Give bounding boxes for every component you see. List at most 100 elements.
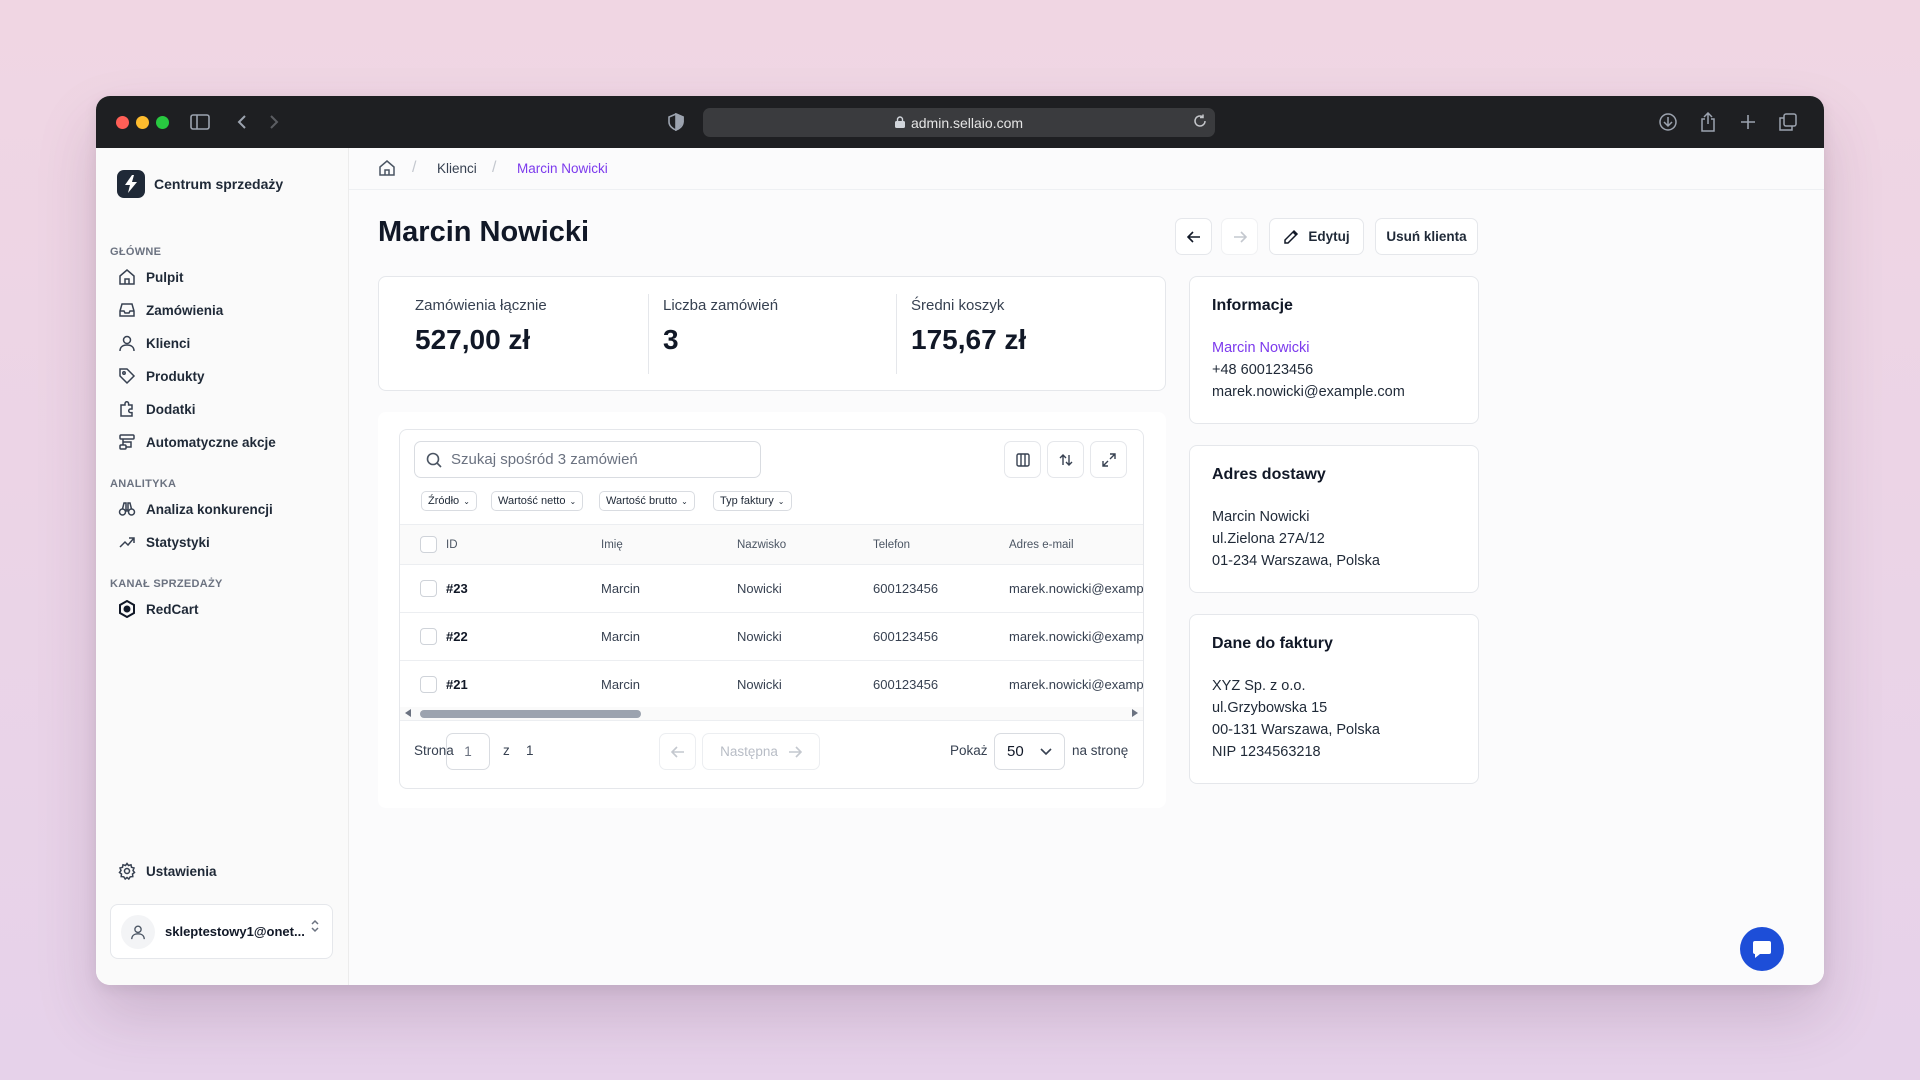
horizontal-scrollbar[interactable] <box>400 707 1143 720</box>
column-header-email[interactable]: Adres e-mail <box>1009 539 1074 551</box>
chevron-down-icon: ⌄ <box>681 496 688 506</box>
breadcrumb-separator: / <box>412 159 417 176</box>
sidebar-item-label: Automatyczne akcje <box>146 434 276 450</box>
sidebar-item-statystyki[interactable]: Statystyki <box>118 533 210 551</box>
brand-name: Centrum sprzedaży <box>154 176 284 192</box>
new-tab-icon[interactable] <box>1736 110 1760 134</box>
per-page-select[interactable]: 50 <box>994 733 1065 770</box>
sidebar-item-klienci[interactable]: Klienci <box>118 334 190 352</box>
binoculars-icon <box>118 502 136 516</box>
filter-chip-label: Źródło <box>428 495 460 507</box>
home-icon[interactable] <box>378 159 396 180</box>
brand[interactable]: Centrum sprzedaży <box>117 170 283 198</box>
order-id[interactable]: #22 <box>446 629 468 644</box>
last-name-cell: Nowicki <box>737 629 782 644</box>
arrow-left-icon <box>1186 230 1200 243</box>
filter-chip-wartosc-brutto[interactable]: Wartość brutto ⌄ <box>599 491 695 511</box>
sidebar-item-produkty[interactable]: Produkty <box>118 367 205 385</box>
table-row[interactable]: #23 Marcin Nowicki 600123456 marek.nowic… <box>400 565 1143 613</box>
forward-arrow-icon[interactable] <box>262 110 286 134</box>
email-cell: marek.nowicki@example.com <box>1009 581 1144 596</box>
pagination: Strona 1 z 1 Następna Pokaż 50 <box>400 720 1143 788</box>
sidebar-item-pulpit[interactable]: Pulpit <box>118 268 184 286</box>
table-row[interactable]: #21 Marcin Nowicki 600123456 marek.nowic… <box>400 661 1143 709</box>
order-id[interactable]: #21 <box>446 677 468 692</box>
row-checkbox[interactable] <box>420 580 437 597</box>
sidebar-item-analiza-konkurencji[interactable]: Analiza konkurencji <box>118 500 273 518</box>
columns-icon <box>1015 452 1030 467</box>
scroll-right-arrow-icon[interactable] <box>1132 709 1138 717</box>
minimize-window-button[interactable] <box>136 116 149 129</box>
sidebar-item-label: Klienci <box>146 335 191 351</box>
row-checkbox[interactable] <box>420 628 437 645</box>
filter-chip-wartosc-netto[interactable]: Wartość netto ⌄ <box>491 491 584 511</box>
section-label-main: GŁÓWNE <box>110 246 162 258</box>
invoice-nip: NIP 1234563218 <box>1212 744 1321 760</box>
first-name-cell: Marcin <box>601 677 641 692</box>
sidebar-item-automatyczne-akcje[interactable]: Automatyczne akcje <box>118 433 276 451</box>
privacy-shield-icon[interactable] <box>664 110 688 134</box>
browser-titlebar: admin.sellaio.com <box>96 96 1824 148</box>
sidebar: Centrum sprzedaży GŁÓWNE Pulpit Zamówien… <box>96 148 349 985</box>
column-header-phone[interactable]: Telefon <box>873 539 911 551</box>
breadcrumb-link-klienci[interactable]: Klienci <box>437 161 477 176</box>
delete-customer-button[interactable]: Usuń klienta <box>1375 218 1478 255</box>
page-number-input[interactable]: 1 <box>446 733 490 770</box>
next-customer-button[interactable] <box>1221 218 1258 255</box>
workflow-icon <box>119 434 135 450</box>
sidebar-toggle-icon[interactable] <box>188 110 212 134</box>
customer-name-link[interactable]: Marcin Nowicki <box>1212 340 1310 356</box>
account-switcher[interactable]: skleptestowy1@onet... <box>110 904 333 959</box>
search-placeholder: Szukaj spośród 3 zamówień <box>451 451 638 468</box>
sidebar-item-label: Zamówienia <box>146 302 224 318</box>
sidebar-item-ustawienia[interactable]: Ustawienia <box>118 862 217 880</box>
download-icon[interactable] <box>1656 110 1680 134</box>
fullscreen-button[interactable] <box>1090 441 1127 478</box>
column-header-first-name[interactable]: Imię <box>601 539 623 551</box>
divider <box>648 294 649 374</box>
filter-chip-typ-faktury[interactable]: Typ faktury ⌄ <box>713 491 792 511</box>
reload-icon[interactable] <box>1193 114 1207 131</box>
previous-customer-button[interactable] <box>1175 218 1212 255</box>
scrollbar-thumb[interactable] <box>420 710 641 718</box>
sidebar-item-label: Ustawienia <box>146 863 217 879</box>
stat-value: 527,00 zł <box>415 324 531 355</box>
invoice-card: Dane do faktury XYZ Sp. z o.o. ul.Grzybo… <box>1189 614 1479 784</box>
stat-label: Zamówienia łącznie <box>415 297 547 314</box>
url-bar[interactable]: admin.sellaio.com <box>703 108 1215 137</box>
chevron-down-icon <box>1040 748 1052 756</box>
filter-chip-zrodlo[interactable]: Źródło ⌄ <box>421 491 477 511</box>
section-label-analytics: ANALITYKA <box>110 478 177 490</box>
browser-window: admin.sellaio.com Centrum sprzedaży GŁÓW… <box>96 96 1824 985</box>
shipping-city: 01-234 Warszawa, Polska <box>1212 553 1380 569</box>
tabs-overview-icon[interactable] <box>1776 110 1800 134</box>
back-arrow-icon[interactable] <box>230 110 254 134</box>
chat-button[interactable] <box>1740 927 1784 971</box>
column-header-id[interactable]: ID <box>446 539 458 551</box>
next-page-label: Następna <box>720 744 778 759</box>
filter-chip-label: Wartość netto <box>498 495 566 507</box>
tag-icon <box>119 368 136 385</box>
table-row[interactable]: #22 Marcin Nowicki 600123456 marek.nowic… <box>400 613 1143 661</box>
previous-page-button[interactable] <box>659 733 696 770</box>
select-all-checkbox[interactable] <box>420 536 437 553</box>
sidebar-item-dodatki[interactable]: Dodatki <box>118 400 196 418</box>
edit-button[interactable]: Edytuj <box>1269 218 1364 255</box>
share-icon[interactable] <box>1696 110 1720 134</box>
scroll-left-arrow-icon[interactable] <box>405 709 411 717</box>
maximize-window-button[interactable] <box>156 116 169 129</box>
chevron-down-icon: ⌄ <box>463 496 470 506</box>
orders-search-input[interactable]: Szukaj spośród 3 zamówień <box>414 441 761 478</box>
sidebar-item-redcart[interactable]: RedCart <box>118 600 199 618</box>
next-page-button[interactable]: Następna <box>702 733 820 770</box>
order-id[interactable]: #23 <box>446 581 468 596</box>
customer-phone: +48 600123456 <box>1212 362 1314 378</box>
close-window-button[interactable] <box>116 116 129 129</box>
sort-button[interactable] <box>1047 441 1084 478</box>
column-header-last-name[interactable]: Nazwisko <box>737 539 787 551</box>
page-title: Marcin Nowicki <box>378 216 590 248</box>
row-checkbox[interactable] <box>420 676 437 693</box>
columns-button[interactable] <box>1004 441 1041 478</box>
redcart-logo-icon <box>119 600 135 618</box>
sidebar-item-zamowienia[interactable]: Zamówienia <box>118 301 223 319</box>
